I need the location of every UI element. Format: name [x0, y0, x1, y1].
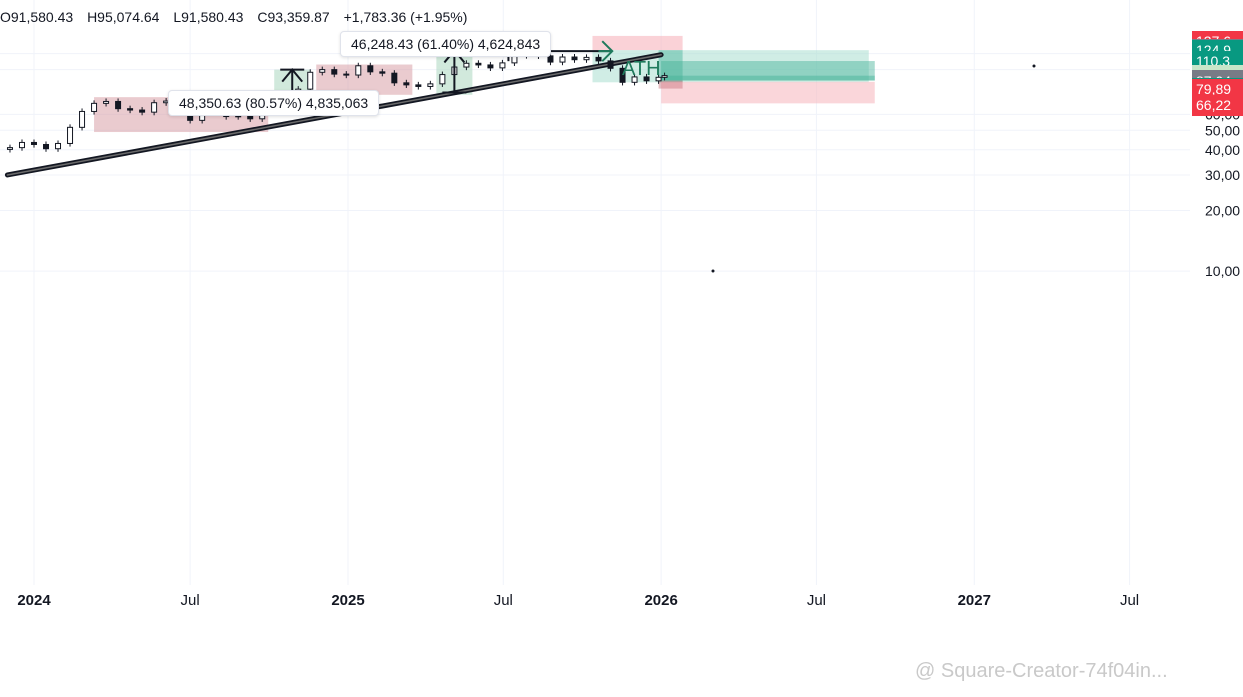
ohlc-open: O91,580.43 [0, 9, 74, 25]
candle-body [655, 76, 662, 82]
candle-body [559, 56, 566, 63]
x-axis-label: Jul [494, 592, 513, 609]
candle-body [18, 141, 25, 149]
watermark: @ Square-Creator-74f04in... [915, 660, 1168, 682]
chart-grid [0, 0, 1190, 585]
candle-body [43, 143, 50, 150]
arrow-head [281, 68, 304, 83]
zone-box [661, 75, 875, 81]
measure-label-2: 46,248.43 (61.40%) 4,624,843 [340, 31, 552, 57]
zone-box [661, 81, 875, 104]
candle-body [355, 65, 362, 76]
candle-body [403, 82, 410, 86]
candle-body [343, 73, 350, 76]
candle-body [115, 100, 122, 110]
ohlc-close: C93,359.87 [257, 9, 330, 25]
candle-body [583, 56, 590, 61]
candle-body [331, 69, 338, 75]
y-axis[interactable]: 120,00100,0060,0050,0040,0030,0020,0010,… [1205, 46, 1243, 279]
x-axis-label: 2024 [17, 592, 51, 609]
candle-body [151, 102, 158, 113]
candle-body [631, 76, 638, 83]
candle-body [427, 83, 434, 87]
price-tag: 79,89 [1192, 78, 1243, 100]
x-axis[interactable]: 2024 Jul 2025 Jul 2026 Jul 2027 Jul [17, 592, 1139, 609]
candle-body [319, 69, 326, 73]
candle-body [463, 62, 470, 68]
zone-box [592, 35, 683, 51]
zone-box [661, 61, 875, 81]
y-axis-label: 30,00 [1205, 167, 1240, 183]
x-axis-label: 2026 [644, 592, 677, 609]
candle-body [487, 64, 494, 69]
candle-body [475, 62, 482, 66]
y-axis-label: 20,00 [1205, 202, 1240, 218]
candle-body [379, 71, 386, 74]
candle-body [595, 56, 602, 62]
ohlc-high: H95,074.64 [87, 9, 160, 25]
candle-body [91, 102, 98, 112]
marker-dot [711, 269, 715, 273]
y-axis-label: 50,00 [1205, 122, 1240, 138]
candle-body [415, 84, 422, 87]
candle-body [643, 76, 650, 82]
candle-body [547, 55, 554, 63]
candle-body [103, 100, 110, 104]
candle-body [79, 110, 86, 128]
candle-body [67, 126, 74, 144]
measure-label-1: 48,350.63 (80.57%) 4,835,063 [168, 90, 380, 116]
marker-dot [1032, 64, 1036, 68]
candle-body [571, 56, 578, 61]
candle-body [139, 109, 146, 113]
ohlc-change: +1,783.36 (+1.95%) [343, 9, 468, 25]
x-axis-label: Jul [1120, 592, 1139, 609]
candle-body [55, 142, 62, 150]
candle-body [247, 115, 254, 120]
candle-body [31, 141, 37, 145]
x-axis-label: 2025 [331, 592, 364, 609]
y-axis-label: 10,00 [1205, 263, 1240, 279]
candle-body [127, 108, 134, 111]
ath-label: ATH [622, 58, 661, 80]
x-axis-label: Jul [807, 592, 826, 609]
candle-body [661, 75, 668, 78]
ohlc-low: L91,580.43 [173, 9, 244, 25]
price-tag: 66,22 [1192, 95, 1243, 117]
zone-box [592, 50, 869, 83]
zone-box [658, 80, 683, 89]
ohlc-legend: O91,580.43 H95,074.64 L91,580.43 C93,359… [0, 9, 477, 25]
candle-body [391, 72, 398, 84]
candle-body [619, 67, 626, 83]
candle-body [367, 65, 374, 73]
candle-body [607, 60, 614, 69]
x-axis-label: 2027 [958, 592, 991, 609]
candles [6, 52, 668, 153]
x-axis-label: Jul [181, 592, 200, 609]
candle-body [307, 71, 314, 90]
candle-body [6, 147, 13, 150]
y-axis-label: 40,00 [1205, 142, 1240, 158]
candle-body [499, 62, 506, 69]
candle-body [439, 74, 446, 85]
